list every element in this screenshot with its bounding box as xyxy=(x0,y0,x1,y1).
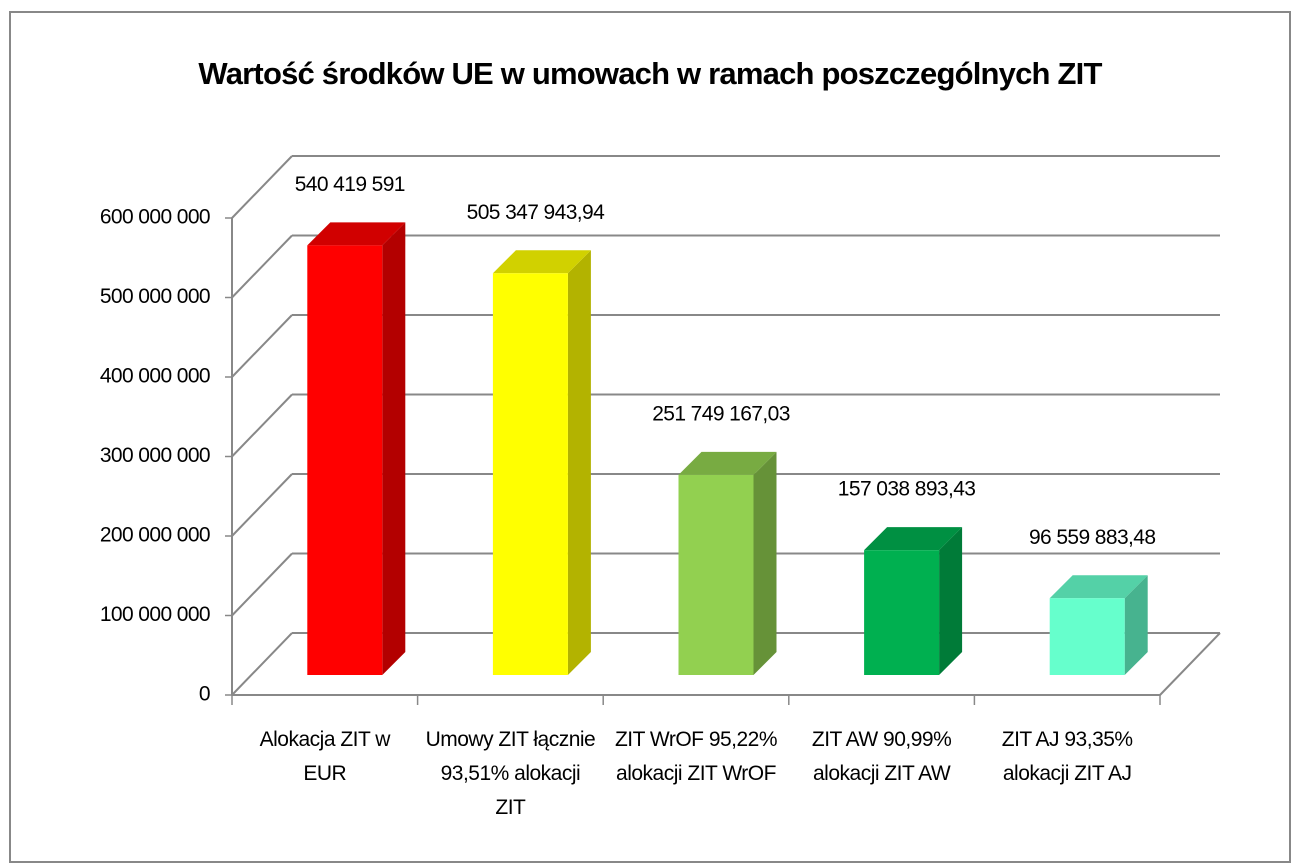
grid-line-side xyxy=(231,552,293,617)
x-tick-label: ZIT WrOF 95,22% alokacji ZIT WrOF xyxy=(614,728,778,785)
x-tick-label: Alokacja ZIT w EUR xyxy=(259,728,391,785)
grid-line-side xyxy=(231,234,293,299)
x-tick-label: ZIT AW 90,99% alokacji ZIT AW xyxy=(811,728,952,785)
bar-top xyxy=(492,250,591,274)
value-label: 505 347 943,94 xyxy=(467,201,605,224)
bar-top xyxy=(1049,575,1148,599)
value-label-bg xyxy=(646,400,796,428)
y-tick-label: 200 000 000 xyxy=(100,524,210,547)
bar-side xyxy=(1124,575,1148,675)
bar-top xyxy=(307,222,406,246)
bar xyxy=(492,250,591,675)
chart-border xyxy=(9,11,1291,863)
value-label-bg xyxy=(1022,523,1162,551)
bar-front xyxy=(1049,598,1125,675)
y-tick-label: 500 000 000 xyxy=(100,285,210,308)
bar xyxy=(1049,575,1148,675)
y-tick-label: 400 000 000 xyxy=(100,365,210,388)
x-tick-label: ZIT AJ 93,35% alokacji ZIT AJ xyxy=(1001,728,1133,785)
bar-front xyxy=(864,550,940,675)
bar xyxy=(864,527,963,675)
y-tick-label: 0 xyxy=(199,683,210,706)
bar-front xyxy=(492,273,568,675)
value-label: 251 749 167,03 xyxy=(652,402,790,425)
bar-top xyxy=(678,451,777,475)
grid-line-side xyxy=(231,314,293,378)
y-tick-label: 100 000 000 xyxy=(100,603,210,626)
y-tick-label: 600 000 000 xyxy=(100,206,210,229)
grid-line-side xyxy=(231,393,293,458)
value-label-bg xyxy=(831,475,982,503)
value-label: 540 419 591 xyxy=(295,173,405,196)
bar-front xyxy=(678,474,754,675)
value-label-bg xyxy=(460,198,612,226)
bar-front xyxy=(307,245,383,675)
bar-top xyxy=(864,527,963,551)
chart-title: Wartość środków UE w umowach w ramach po… xyxy=(198,56,1102,91)
bar xyxy=(307,222,406,675)
floor-side xyxy=(1159,632,1221,696)
value-label-bg xyxy=(288,170,411,198)
value-label: 96 559 883,48 xyxy=(1029,526,1156,549)
value-label: 157 038 893,43 xyxy=(838,478,976,501)
bar xyxy=(678,451,777,675)
bar-side xyxy=(382,222,406,675)
x-tick-label: Umowy ZIT łącznie 93,51% alokacji ZIT xyxy=(425,728,596,819)
grid-line-side xyxy=(231,473,293,537)
bar-side xyxy=(939,527,963,675)
bar-side xyxy=(753,451,777,675)
bar-side xyxy=(567,250,591,675)
grid-line-side xyxy=(231,632,293,696)
y-tick-label: 300 000 000 xyxy=(100,444,210,467)
grid-line-side xyxy=(231,155,293,219)
